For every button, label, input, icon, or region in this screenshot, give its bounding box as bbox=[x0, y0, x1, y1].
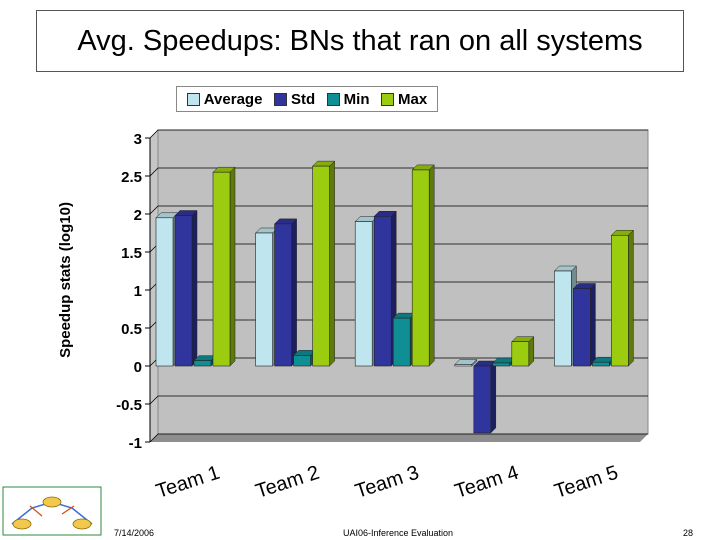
y-tick-label: 1 bbox=[134, 283, 142, 300]
legend-swatch-min bbox=[326, 92, 340, 106]
bar bbox=[411, 169, 430, 367]
gridline bbox=[149, 167, 648, 177]
legend-label-average: Average bbox=[203, 90, 263, 108]
y-tick-label: -1 bbox=[129, 435, 142, 452]
gridline bbox=[149, 129, 648, 139]
bar bbox=[392, 317, 411, 367]
bar bbox=[573, 288, 591, 367]
slide-title: Avg. Speedups: BNs that ran on all syste… bbox=[36, 10, 684, 72]
plot-floor bbox=[150, 434, 648, 442]
bar bbox=[255, 232, 273, 367]
y-tick-label: 2.5 bbox=[121, 169, 142, 186]
bar bbox=[511, 341, 530, 367]
bar bbox=[293, 355, 311, 367]
bar bbox=[312, 165, 330, 367]
bar-side bbox=[291, 218, 297, 367]
bar bbox=[274, 223, 292, 367]
legend-item-std: Std bbox=[273, 90, 316, 108]
bar-side bbox=[191, 209, 198, 367]
bar bbox=[592, 361, 610, 367]
x-category-label: Team 1 bbox=[153, 462, 222, 503]
bar bbox=[212, 171, 231, 367]
page-number: 28 bbox=[683, 528, 694, 538]
legend-item-min: Min bbox=[326, 90, 370, 108]
gridline bbox=[149, 433, 648, 443]
x-category-label: Team 4 bbox=[452, 462, 521, 503]
bar-side bbox=[590, 282, 596, 367]
bar bbox=[174, 215, 193, 367]
y-axis-label: Speedup stats (log10) bbox=[57, 202, 74, 358]
y-tick-label: 0 bbox=[134, 359, 142, 376]
bar bbox=[373, 215, 392, 367]
bar bbox=[454, 364, 473, 367]
legend-item-average: Average bbox=[186, 90, 263, 108]
x-category-label: Team 3 bbox=[353, 462, 422, 503]
bar-side bbox=[229, 166, 236, 367]
bar bbox=[554, 270, 572, 367]
legend-label-max: Max bbox=[398, 90, 428, 108]
conference-logo-icon bbox=[2, 486, 102, 536]
legend-item-max: Max bbox=[381, 91, 427, 108]
legend-swatch-max bbox=[381, 92, 395, 106]
chart-legend: Average Std Min Max bbox=[176, 86, 438, 112]
gridline bbox=[149, 205, 648, 215]
legend-label-std: Std bbox=[290, 90, 316, 108]
bar-side bbox=[628, 229, 634, 367]
legend-swatch-average bbox=[186, 92, 200, 106]
y-tick-label: 1.5 bbox=[121, 245, 142, 262]
x-category-label: Team 5 bbox=[552, 462, 621, 503]
footer-center: UAI06-Inference Evaluation bbox=[343, 528, 454, 538]
bar bbox=[473, 365, 492, 434]
bar-side bbox=[490, 360, 497, 434]
bar bbox=[155, 217, 174, 367]
bar-side bbox=[329, 160, 335, 367]
footer-date: 7/14/2006 bbox=[114, 528, 155, 538]
y-tick-label: -0.5 bbox=[116, 397, 142, 414]
bar-side bbox=[428, 164, 435, 367]
bar bbox=[354, 221, 373, 367]
legend-swatch-std bbox=[273, 92, 287, 106]
y-tick-label: 2 bbox=[134, 207, 142, 224]
bar bbox=[492, 362, 511, 367]
y-tick-label: 3 bbox=[134, 131, 142, 148]
x-category-label: Team 2 bbox=[253, 462, 322, 503]
bar bbox=[611, 234, 629, 367]
y-tick-label: 0.5 bbox=[121, 321, 142, 338]
bar bbox=[193, 360, 212, 367]
legend-label-min: Min bbox=[343, 90, 370, 108]
